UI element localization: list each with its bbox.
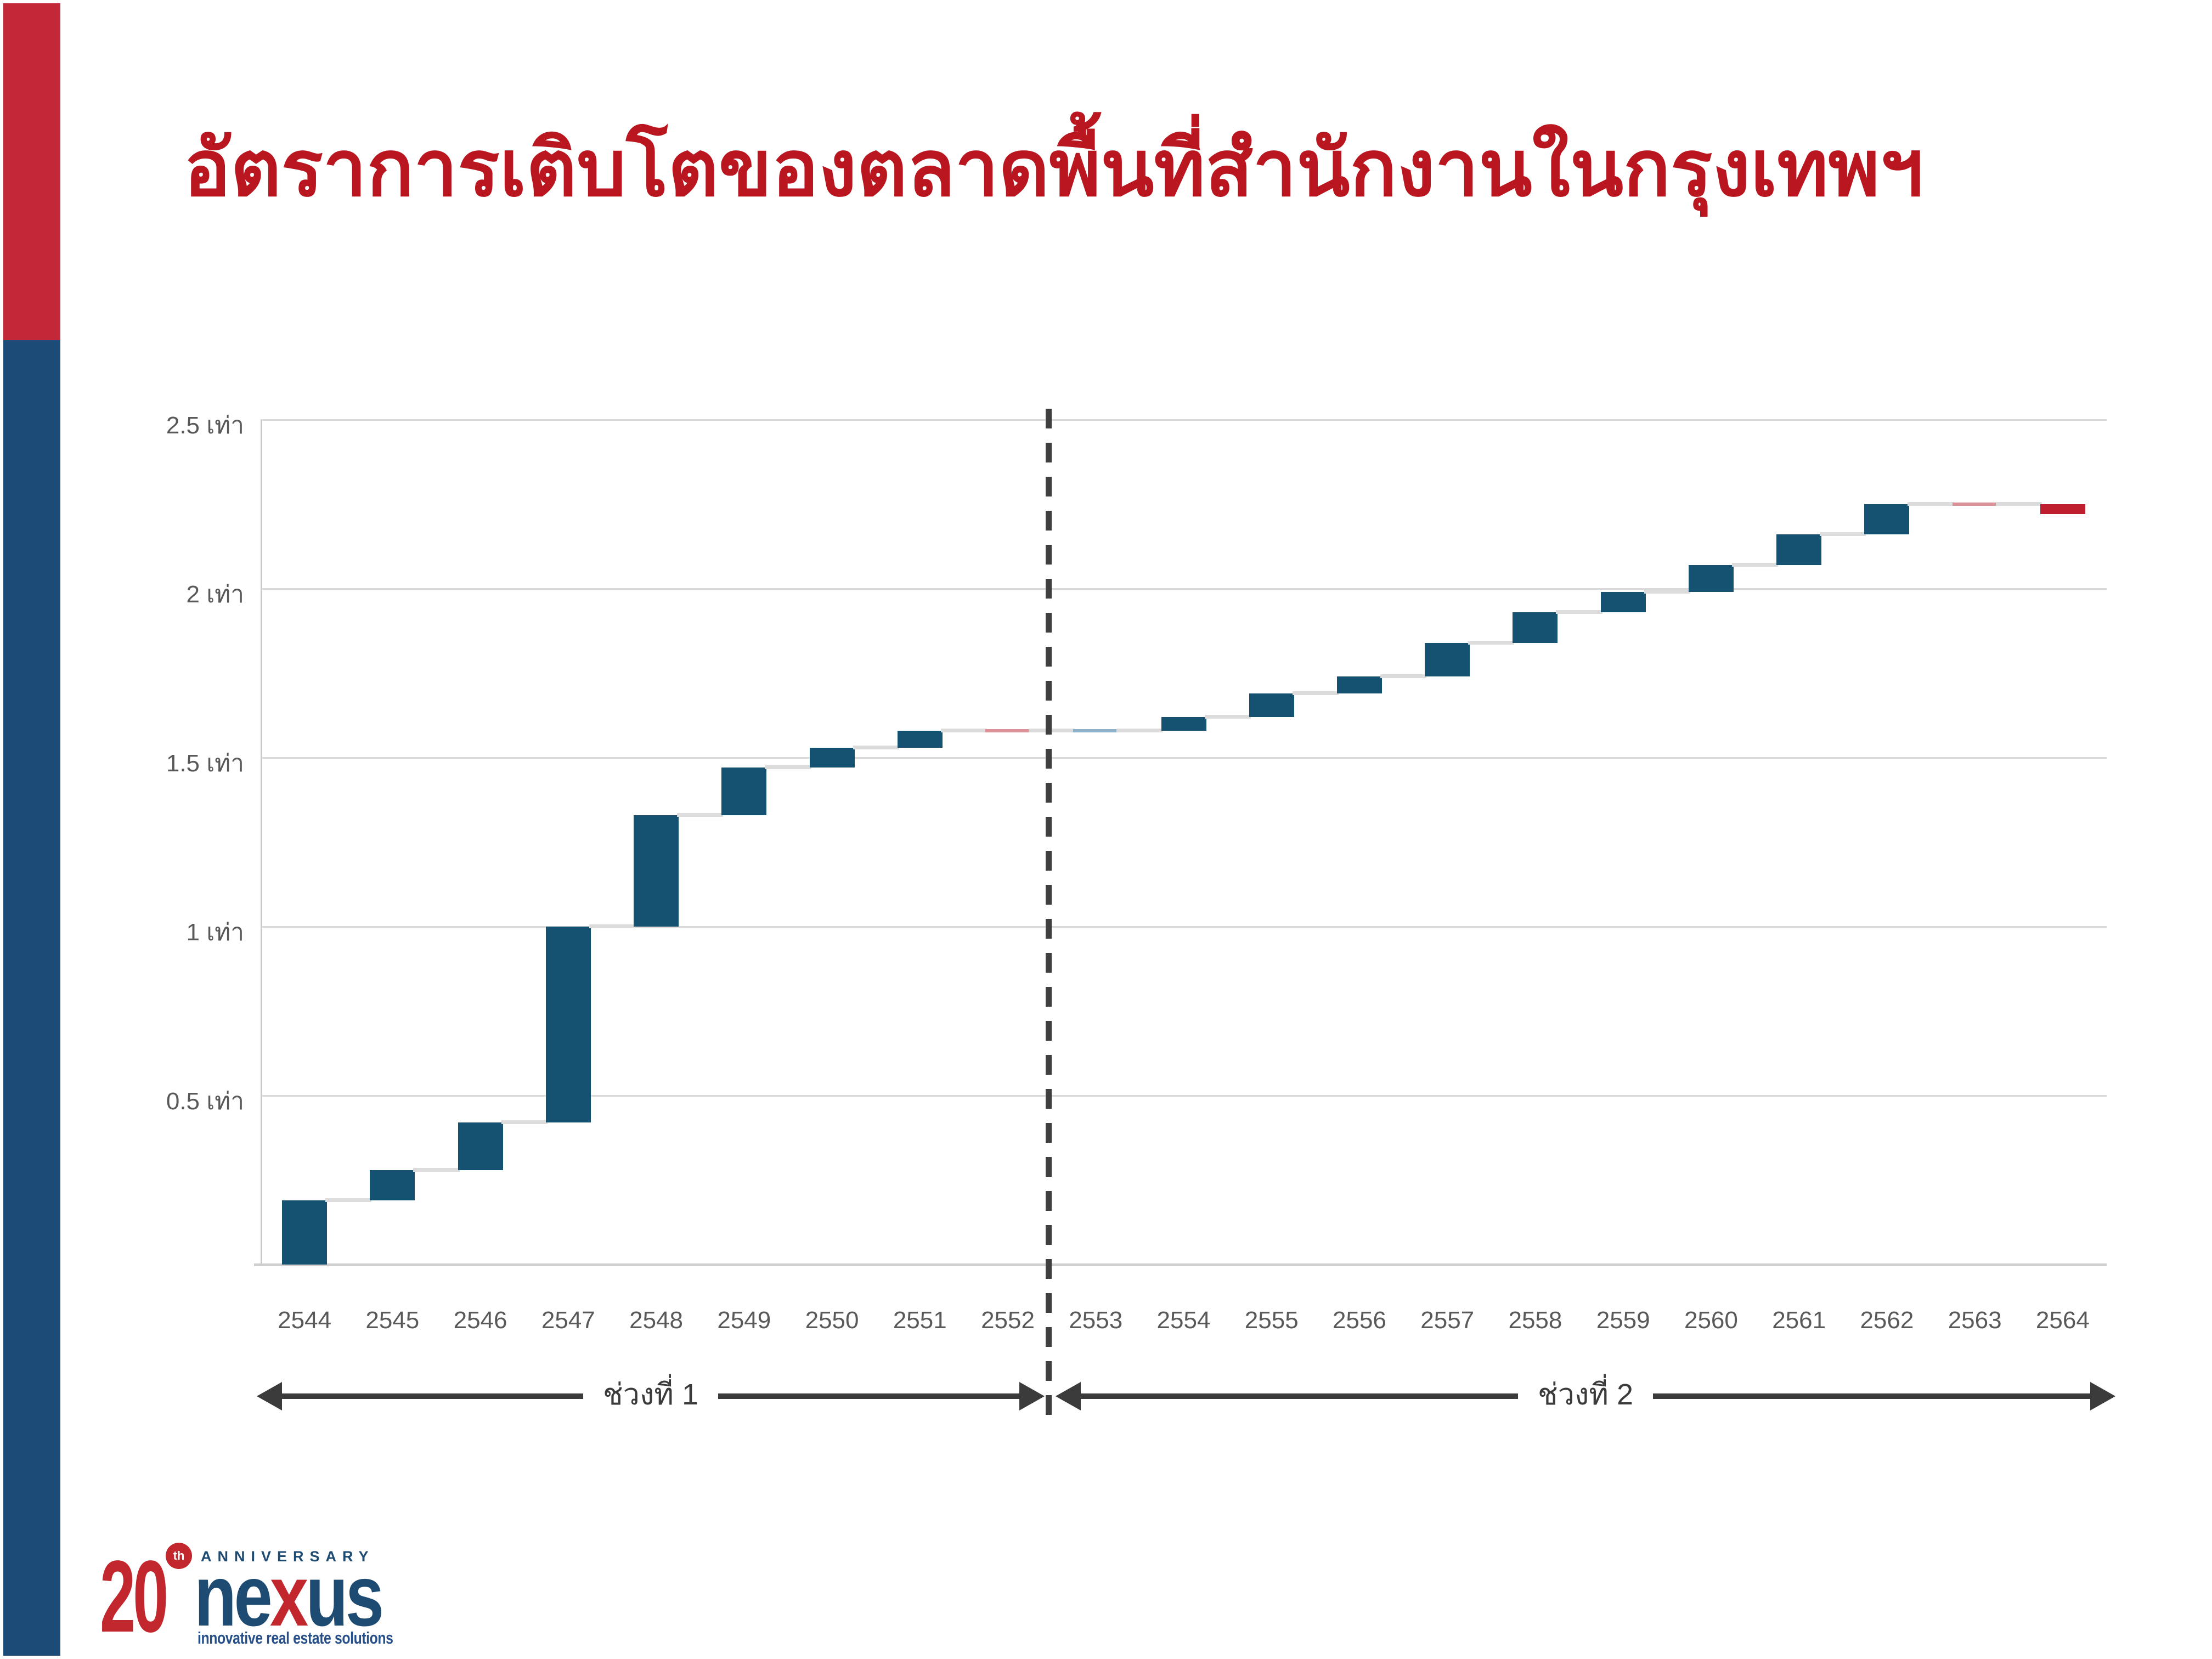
- x-axis-baseline: [254, 1263, 2107, 1266]
- logo-tagline: innovative real estate solutions: [198, 1628, 393, 1647]
- waterfall-bar-2552: [985, 729, 1031, 732]
- logo-brand-ne: ne: [194, 1548, 273, 1644]
- step-connector-2545: [413, 1167, 460, 1172]
- logo-brand-name: nexus: [194, 1553, 384, 1639]
- logo-20-number: 20: [100, 1540, 168, 1654]
- arrow-right-icon: [1019, 1382, 1045, 1410]
- phase1-label: ช่วงที่ 1: [583, 1367, 718, 1421]
- y-axis-tick-label: 2 เท่า: [186, 581, 244, 608]
- step-connector-2546: [501, 1120, 548, 1125]
- waterfall-bar-2561: [1776, 534, 1822, 565]
- y-axis-tick-label: 1 เท่า: [186, 919, 244, 946]
- x-axis-tick-label: 2561: [1772, 1307, 1826, 1334]
- x-axis-tick-label: 2556: [1333, 1307, 1386, 1334]
- waterfall-bar-2557: [1425, 642, 1470, 677]
- step-connector-2558: [1556, 610, 1602, 614]
- waterfall-bar-2550: [809, 747, 855, 768]
- x-axis-tick-label: 2546: [453, 1307, 507, 1334]
- step-connector-2556: [1380, 674, 1427, 679]
- waterfall-bar-2548: [634, 815, 679, 927]
- waterfall-bar-2564: [2040, 504, 2085, 515]
- waterfall-bar-2545: [370, 1170, 415, 1200]
- x-axis-tick-label: 2550: [805, 1307, 859, 1334]
- x-axis-tick-label: 2547: [541, 1307, 595, 1334]
- step-connector-2549: [765, 765, 811, 770]
- gridline-1.5: [261, 757, 2107, 759]
- x-axis-tick-label: 2549: [717, 1307, 771, 1334]
- gridline-0.5: [261, 1095, 2107, 1097]
- x-axis-tick-label: 2560: [1684, 1307, 1738, 1334]
- step-connector-2554: [1204, 715, 1251, 719]
- logo-brand-x: x: [269, 1548, 308, 1644]
- phase2-label: ช่วงที่ 2: [1518, 1367, 1653, 1421]
- x-axis-tick-label: 2563: [1948, 1307, 2002, 1334]
- waterfall-bar-2549: [721, 768, 767, 815]
- x-axis-tick-label: 2548: [629, 1307, 683, 1334]
- waterfall-bar-2560: [1688, 565, 1734, 592]
- x-axis-tick-label: 2557: [1420, 1307, 1475, 1334]
- phase1-range-arrow: ช่วงที่ 1: [257, 1367, 1045, 1421]
- phase2-range-arrow: ช่วงที่ 2: [1056, 1367, 2115, 1421]
- waterfall-bar-2559: [1600, 592, 1646, 613]
- y-axis-tick-label: 1.5 เท่า: [166, 750, 244, 777]
- waterfall-bar-2555: [1249, 693, 1294, 718]
- step-connector-2555: [1292, 691, 1339, 695]
- sidebar-accent-red: [3, 3, 60, 340]
- step-connector-2548: [677, 812, 724, 817]
- page-title: อัตราการเติบโตของตลาดพื้นที่สำนักงานในกร…: [184, 125, 1924, 212]
- x-axis-tick-label: 2558: [1508, 1307, 1562, 1334]
- step-connector-2563: [1995, 502, 2042, 506]
- waterfall-bar-2546: [458, 1122, 503, 1170]
- x-axis-tick-label: 2559: [1596, 1307, 1650, 1334]
- logo-th-badge: th: [166, 1543, 192, 1569]
- step-connector-2550: [853, 745, 899, 749]
- x-axis-tick-label: 2551: [893, 1307, 947, 1334]
- step-connector-2561: [1820, 532, 1866, 537]
- nexus-logo: 20 th ANNIVERSARY nexus innovative real …: [100, 1543, 407, 1652]
- waterfall-bar-2547: [545, 927, 591, 1123]
- arrow-right-icon: [2090, 1382, 2115, 1410]
- sidebar-accent-blue: [3, 340, 60, 1656]
- x-axis-tick-label: 2544: [278, 1307, 332, 1334]
- x-axis-tick-label: 2553: [1069, 1307, 1123, 1334]
- waterfall-bar-2556: [1336, 676, 1382, 693]
- step-connector-2551: [940, 728, 988, 732]
- phase-divider-dashed-line: [1046, 409, 1052, 1421]
- gridline-2.5: [261, 419, 2107, 421]
- gridline-1: [261, 926, 2107, 928]
- waterfall-bar-2553: [1073, 729, 1119, 732]
- step-connector-2553: [1116, 728, 1163, 732]
- gridline-2: [261, 588, 2107, 590]
- y-axis-tick-label: 2.5 เท่า: [166, 412, 244, 439]
- step-connector-2547: [589, 924, 636, 928]
- x-axis-tick-label: 2564: [2035, 1307, 2090, 1334]
- x-axis-tick-label: 2562: [1860, 1307, 1914, 1334]
- x-axis-tick-label: 2554: [1156, 1307, 1211, 1334]
- waterfall-bar-2554: [1161, 717, 1206, 731]
- x-axis-tick-label: 2552: [981, 1307, 1035, 1334]
- logo-anniversary-text: ANNIVERSARY: [201, 1548, 375, 1565]
- waterfall-bar-2562: [1864, 504, 1910, 535]
- y-axis-line: [261, 420, 262, 1265]
- waterfall-bar-2558: [1513, 612, 1558, 643]
- step-connector-2557: [1468, 640, 1515, 645]
- step-connector-2552: [1029, 728, 1075, 732]
- waterfall-bar-2544: [282, 1200, 328, 1265]
- step-connector-2562: [1908, 502, 1954, 506]
- waterfall-bar-2563: [1952, 503, 1997, 506]
- x-axis-tick-label: 2545: [365, 1307, 420, 1334]
- waterfall-bar-2551: [897, 730, 943, 748]
- step-connector-2559: [1644, 590, 1690, 594]
- y-axis-tick-label: 0.5 เท่า: [166, 1088, 244, 1115]
- step-connector-2544: [325, 1198, 372, 1202]
- x-axis-tick-label: 2555: [1244, 1307, 1299, 1334]
- step-connector-2560: [1731, 562, 1779, 567]
- logo-brand-us: us: [306, 1548, 384, 1644]
